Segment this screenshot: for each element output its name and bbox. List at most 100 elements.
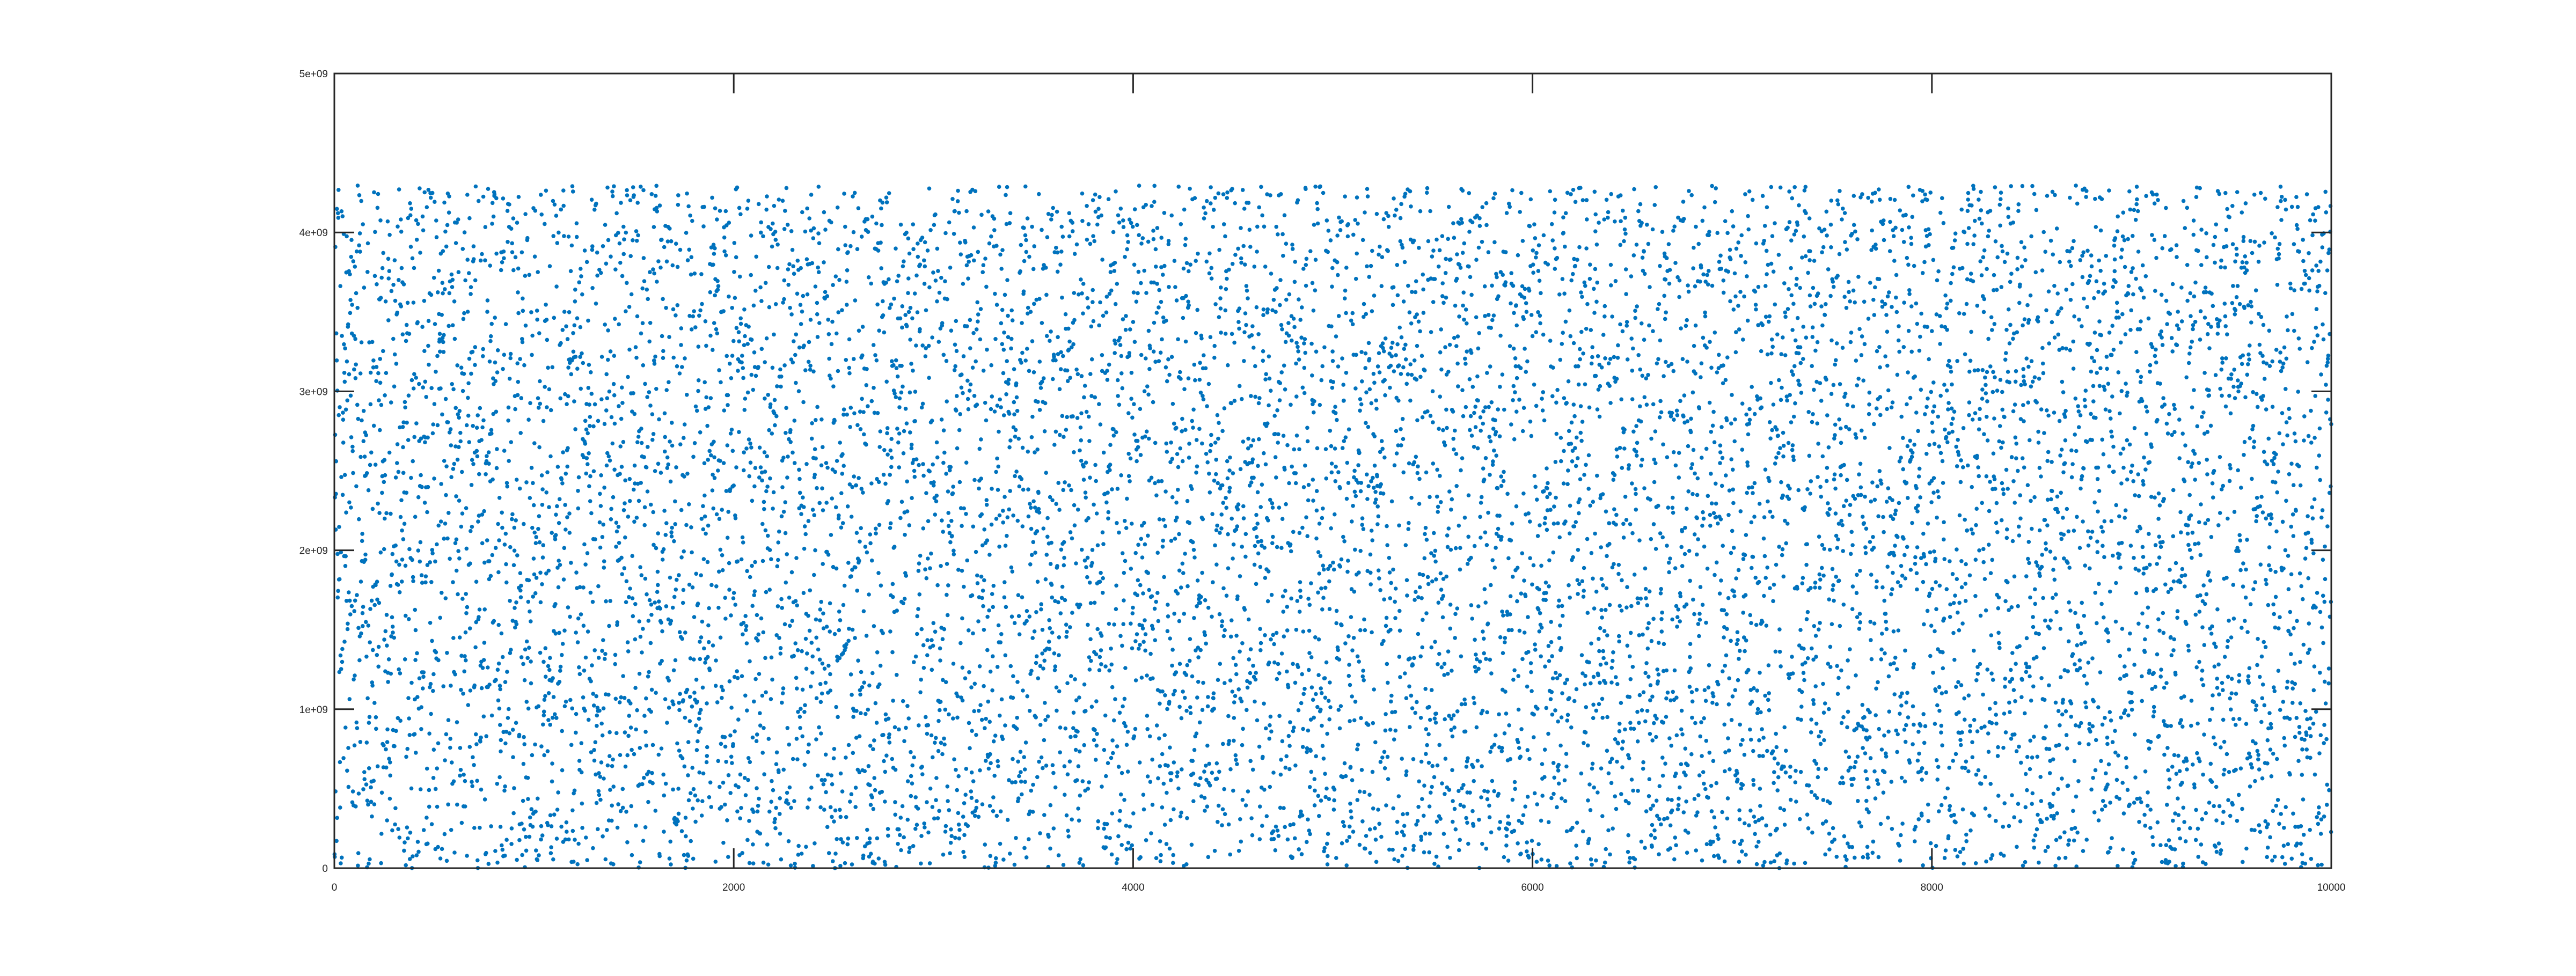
data-point <box>1012 621 1017 625</box>
data-point <box>1326 832 1330 836</box>
data-point <box>1145 673 1149 678</box>
data-point <box>934 798 938 802</box>
data-point <box>544 490 548 495</box>
data-point <box>540 503 545 507</box>
data-point <box>1122 696 1127 701</box>
data-point <box>1030 810 1035 814</box>
data-point <box>523 324 528 328</box>
data-point <box>803 368 808 372</box>
data-point <box>901 264 905 269</box>
data-point <box>707 606 711 611</box>
data-point <box>1313 258 1318 262</box>
data-point <box>606 238 611 243</box>
data-point <box>407 547 412 552</box>
data-point <box>752 699 756 704</box>
data-point <box>1180 561 1185 566</box>
data-point <box>1001 371 1006 376</box>
data-point <box>1044 334 1049 338</box>
data-point <box>1219 526 1224 531</box>
data-point <box>356 626 361 630</box>
data-point <box>786 454 790 459</box>
data-point <box>1010 569 1015 574</box>
data-point <box>755 809 760 814</box>
data-point <box>1217 247 1221 252</box>
data-point <box>1192 747 1197 752</box>
data-point <box>693 325 698 329</box>
data-point <box>1230 187 1234 191</box>
data-point <box>1254 534 1259 539</box>
data-point <box>1319 686 1323 691</box>
data-point <box>376 644 381 649</box>
data-point <box>335 552 340 556</box>
data-point <box>788 440 793 444</box>
data-point <box>482 607 487 612</box>
data-point <box>635 314 640 319</box>
data-point <box>784 186 789 190</box>
data-point <box>1286 685 1291 689</box>
data-point <box>941 678 945 683</box>
data-point <box>807 340 811 344</box>
data-point <box>1154 856 1159 861</box>
data-point <box>406 836 410 841</box>
data-point <box>605 828 609 832</box>
data-point <box>1239 839 1243 844</box>
data-point <box>650 770 654 775</box>
data-point <box>1292 325 1297 329</box>
data-point <box>404 613 408 618</box>
data-point <box>555 504 559 509</box>
data-point <box>1306 597 1311 601</box>
data-point <box>1152 606 1157 611</box>
data-point <box>343 407 348 412</box>
data-point <box>852 357 856 361</box>
data-point <box>745 708 749 713</box>
data-point <box>903 313 908 317</box>
data-point <box>1208 490 1212 495</box>
data-point <box>925 800 929 804</box>
data-point <box>384 511 389 516</box>
data-point <box>670 605 675 610</box>
data-point <box>765 454 770 459</box>
data-point <box>663 435 667 439</box>
data-point <box>538 401 543 406</box>
data-point <box>1005 818 1010 822</box>
data-point <box>753 677 758 681</box>
data-point <box>486 665 490 670</box>
data-point <box>541 659 546 664</box>
data-point <box>441 291 445 296</box>
data-point <box>831 384 836 388</box>
data-point <box>495 447 499 451</box>
data-point <box>508 651 513 655</box>
data-point <box>655 569 660 574</box>
data-point <box>869 852 873 856</box>
data-point <box>597 520 602 525</box>
data-point <box>724 223 729 228</box>
data-point <box>705 745 709 750</box>
data-point <box>1234 758 1238 762</box>
data-point <box>1279 370 1284 375</box>
data-point <box>1150 757 1154 762</box>
data-point <box>539 473 544 478</box>
data-point <box>1043 401 1048 406</box>
data-point <box>1191 425 1195 430</box>
data-point <box>1103 713 1108 718</box>
data-point <box>610 764 614 768</box>
data-point <box>1008 438 1013 443</box>
data-point <box>471 244 476 248</box>
data-point <box>1164 842 1169 846</box>
data-point <box>806 805 810 810</box>
data-point <box>1085 555 1090 560</box>
data-point <box>606 357 610 362</box>
data-point <box>430 190 435 195</box>
data-point <box>393 475 398 480</box>
data-point <box>1097 323 1101 328</box>
data-point <box>422 298 427 303</box>
data-point <box>604 408 609 413</box>
data-point <box>797 345 802 350</box>
data-point <box>1123 519 1127 523</box>
data-point <box>1070 817 1074 822</box>
data-point <box>742 343 747 348</box>
data-point <box>787 742 792 747</box>
data-point <box>1194 438 1199 442</box>
data-point <box>1111 230 1116 234</box>
data-point <box>1087 581 1092 585</box>
